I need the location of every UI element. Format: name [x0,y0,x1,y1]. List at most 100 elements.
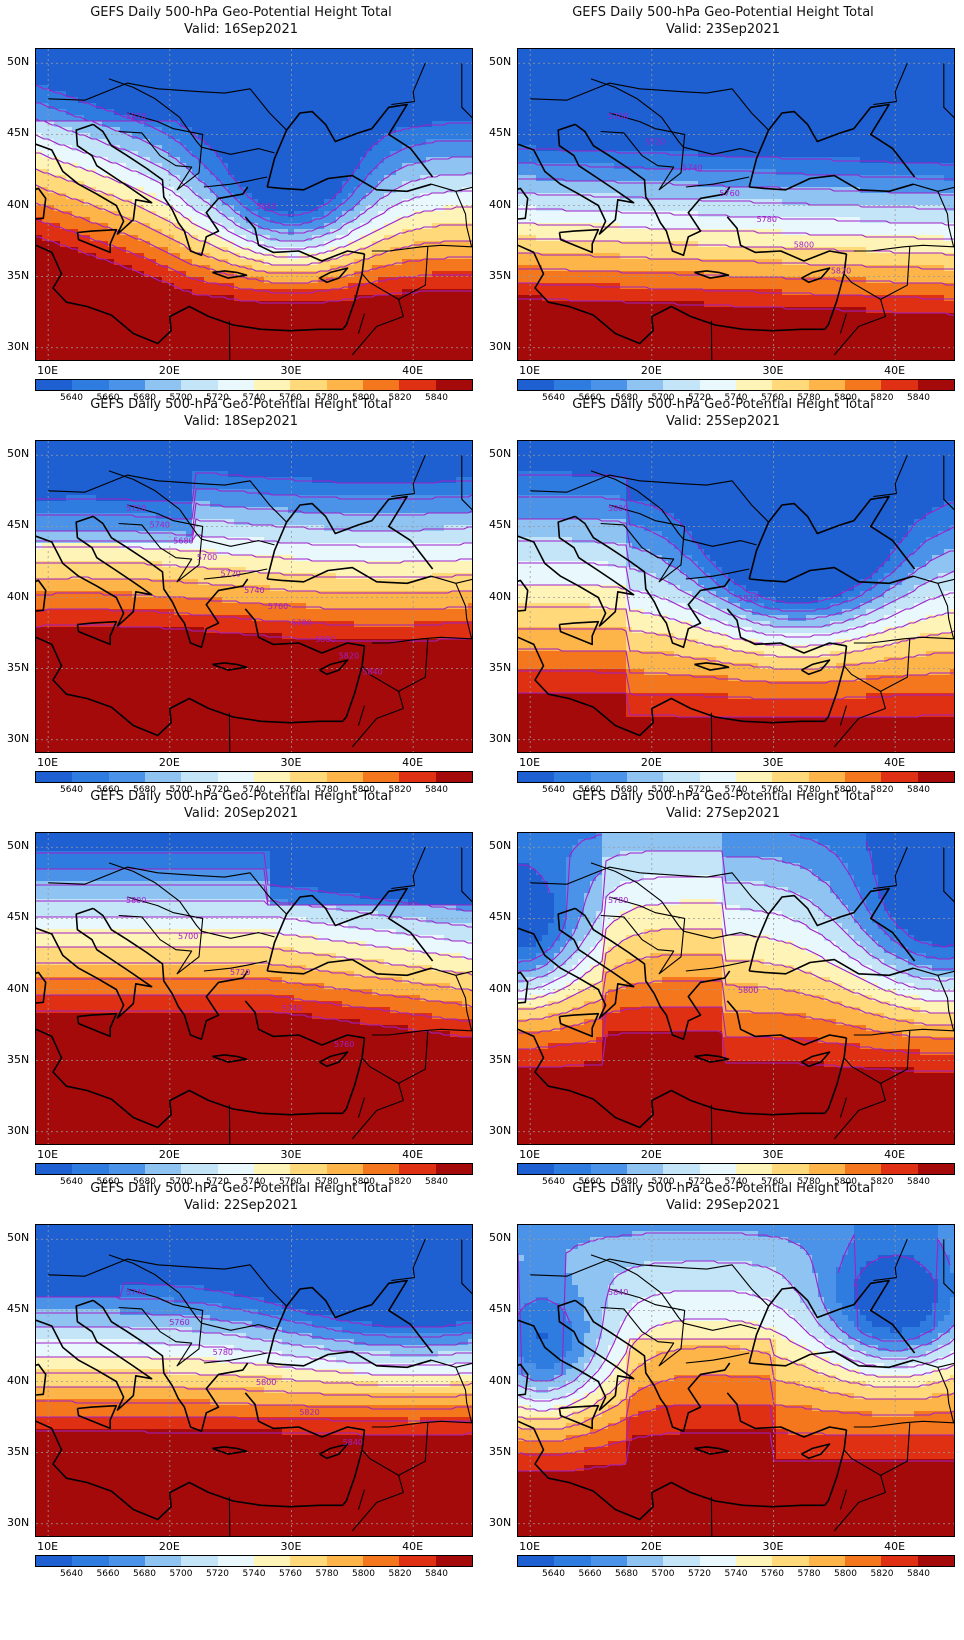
lat-tick-label: 35N [489,661,511,674]
colorbar-label: 5740 [243,393,266,403]
contour-label: 5740 [126,1288,146,1297]
contour-label: 5700 [197,553,217,562]
lat-tick-label: 30N [489,1516,511,1529]
filled-contours [518,1225,954,1536]
colorbar-swatch [217,1556,254,1566]
lat-tick-label: 50N [489,447,511,460]
lon-tick-label: 10E [37,364,58,377]
colorbar-label: 5760 [279,393,302,403]
colorbar-label: 5820 [389,393,412,403]
contour-lines [518,474,954,718]
map-panel: GEFS Daily 500-hPa Geo-Potential Height … [482,392,964,802]
map-panel: GEFS Daily 500-hPa Geo-Potential Height … [0,0,482,410]
contour-label: 5840 [343,1438,363,1447]
contour-label: 5740 [682,163,702,172]
lon-tick-label: 40E [884,756,905,769]
contour-label: 5800 [315,635,335,644]
colorbar-swatch [108,380,145,390]
lon-tick-label: 10E [37,1148,58,1161]
colorbar-swatch [881,380,918,390]
height-map-canvas: 5720574056805700572057405760578058005820… [36,441,472,752]
colorbar-swatch [844,772,882,782]
map-panel: GEFS Daily 500-hPa Geo-Potential Height … [482,1176,964,1586]
colorbar-swatch [881,772,918,782]
colorbar-swatch [399,772,436,782]
colorbar-label: 5680 [133,785,156,795]
contour-label: 5780 [291,619,311,628]
lon-tick-label: 30E [281,1148,302,1161]
colorbar-swatch [435,1164,472,1174]
colorbar-swatch [108,772,145,782]
colorbar-swatch [590,1164,627,1174]
lon-tick-label: 30E [763,1540,784,1553]
colorbar-swatch [626,380,664,390]
colorbar-swatch [663,380,700,390]
lon-tick-label: 10E [37,1540,58,1553]
lat-tick-label: 30N [489,732,511,745]
lat-tick-label: 45N [7,126,29,139]
coastlines [36,846,472,1144]
colorbar-label: 5760 [761,1569,784,1579]
colorbar-label: 5680 [133,1569,156,1579]
colorbar-swatch [699,1164,736,1174]
colorbar-label: 5780 [316,1569,339,1579]
lon-tick-label: 10E [37,756,58,769]
colorbar [35,771,473,783]
colorbar-label: 5680 [615,393,638,403]
colorbar-label: 5740 [243,785,266,795]
colorbar-swatch [217,1164,254,1174]
colorbar-label: 5840 [425,393,448,403]
height-map: 5780 5800 [517,832,955,1145]
colorbar-label: 5840 [425,1177,448,1187]
colorbar-label: 5760 [279,1569,302,1579]
coastlines [518,1238,954,1536]
lat-tick-label: 45N [489,518,511,531]
colorbar-swatch [844,380,882,390]
colorbar-label: 5740 [725,1569,748,1579]
lat-tick-label: 30N [7,732,29,745]
height-map-canvas: 5740 5760 5780 5800 5820 5840 [36,1225,472,1536]
lat-tick-label: 30N [489,340,511,353]
lat-tick-label: 40N [489,982,511,995]
height-map-canvas: 5800 5700 5720 5740 5760 [36,833,472,1144]
lat-tick-label: 40N [489,1374,511,1387]
colorbar-label: 5720 [206,1569,229,1579]
lon-tick-label: 20E [641,1148,662,1161]
lat-tick-label: 40N [489,590,511,603]
map-panel: GEFS Daily 500-hPa Geo-Potential Height … [0,1176,482,1586]
colorbar-swatch [699,772,736,782]
coastlines [36,454,472,752]
colorbar-label: 5760 [279,1177,302,1187]
contour-label: 5820 [126,112,146,121]
colorbar-label: 5720 [206,1177,229,1187]
contour-label: 5820 [738,594,758,603]
colorbar-swatch [72,772,109,782]
colorbar-label: 5700 [652,1569,675,1579]
colorbar-swatch [663,1556,700,1566]
colorbar-swatch [590,380,627,390]
lon-tick-label: 20E [159,1540,180,1553]
coastlines [518,454,954,752]
contour-label: 5760 [169,1318,189,1327]
filled-contours [518,441,954,752]
lat-tick-label: 40N [7,590,29,603]
contour-label: 5840 [256,202,276,211]
lon-tick-label: 20E [641,1540,662,1553]
lon-tick-label: 40E [884,364,905,377]
colorbar-swatch [772,1164,809,1174]
lat-tick-label: 30N [7,1516,29,1529]
colorbar-swatch [554,1164,591,1174]
panel-title: GEFS Daily 500-hPa Geo-Potential Height … [482,5,964,21]
colorbar-label: 5780 [798,785,821,795]
height-map: 5700 5720 5740 5760 5780 5800 5820 [517,48,955,361]
lat-tick-label: 50N [7,447,29,460]
colorbar-swatch [399,1556,436,1566]
height-map: 5840 [517,1224,955,1537]
colorbar-swatch [518,772,555,782]
colorbar-swatch [881,1556,918,1566]
colorbar-swatch [590,1556,627,1566]
colorbar-label: 5700 [170,1569,193,1579]
lon-tick-label: 10E [519,364,540,377]
colorbar-label: 5700 [652,393,675,403]
colorbar-swatch [144,772,182,782]
